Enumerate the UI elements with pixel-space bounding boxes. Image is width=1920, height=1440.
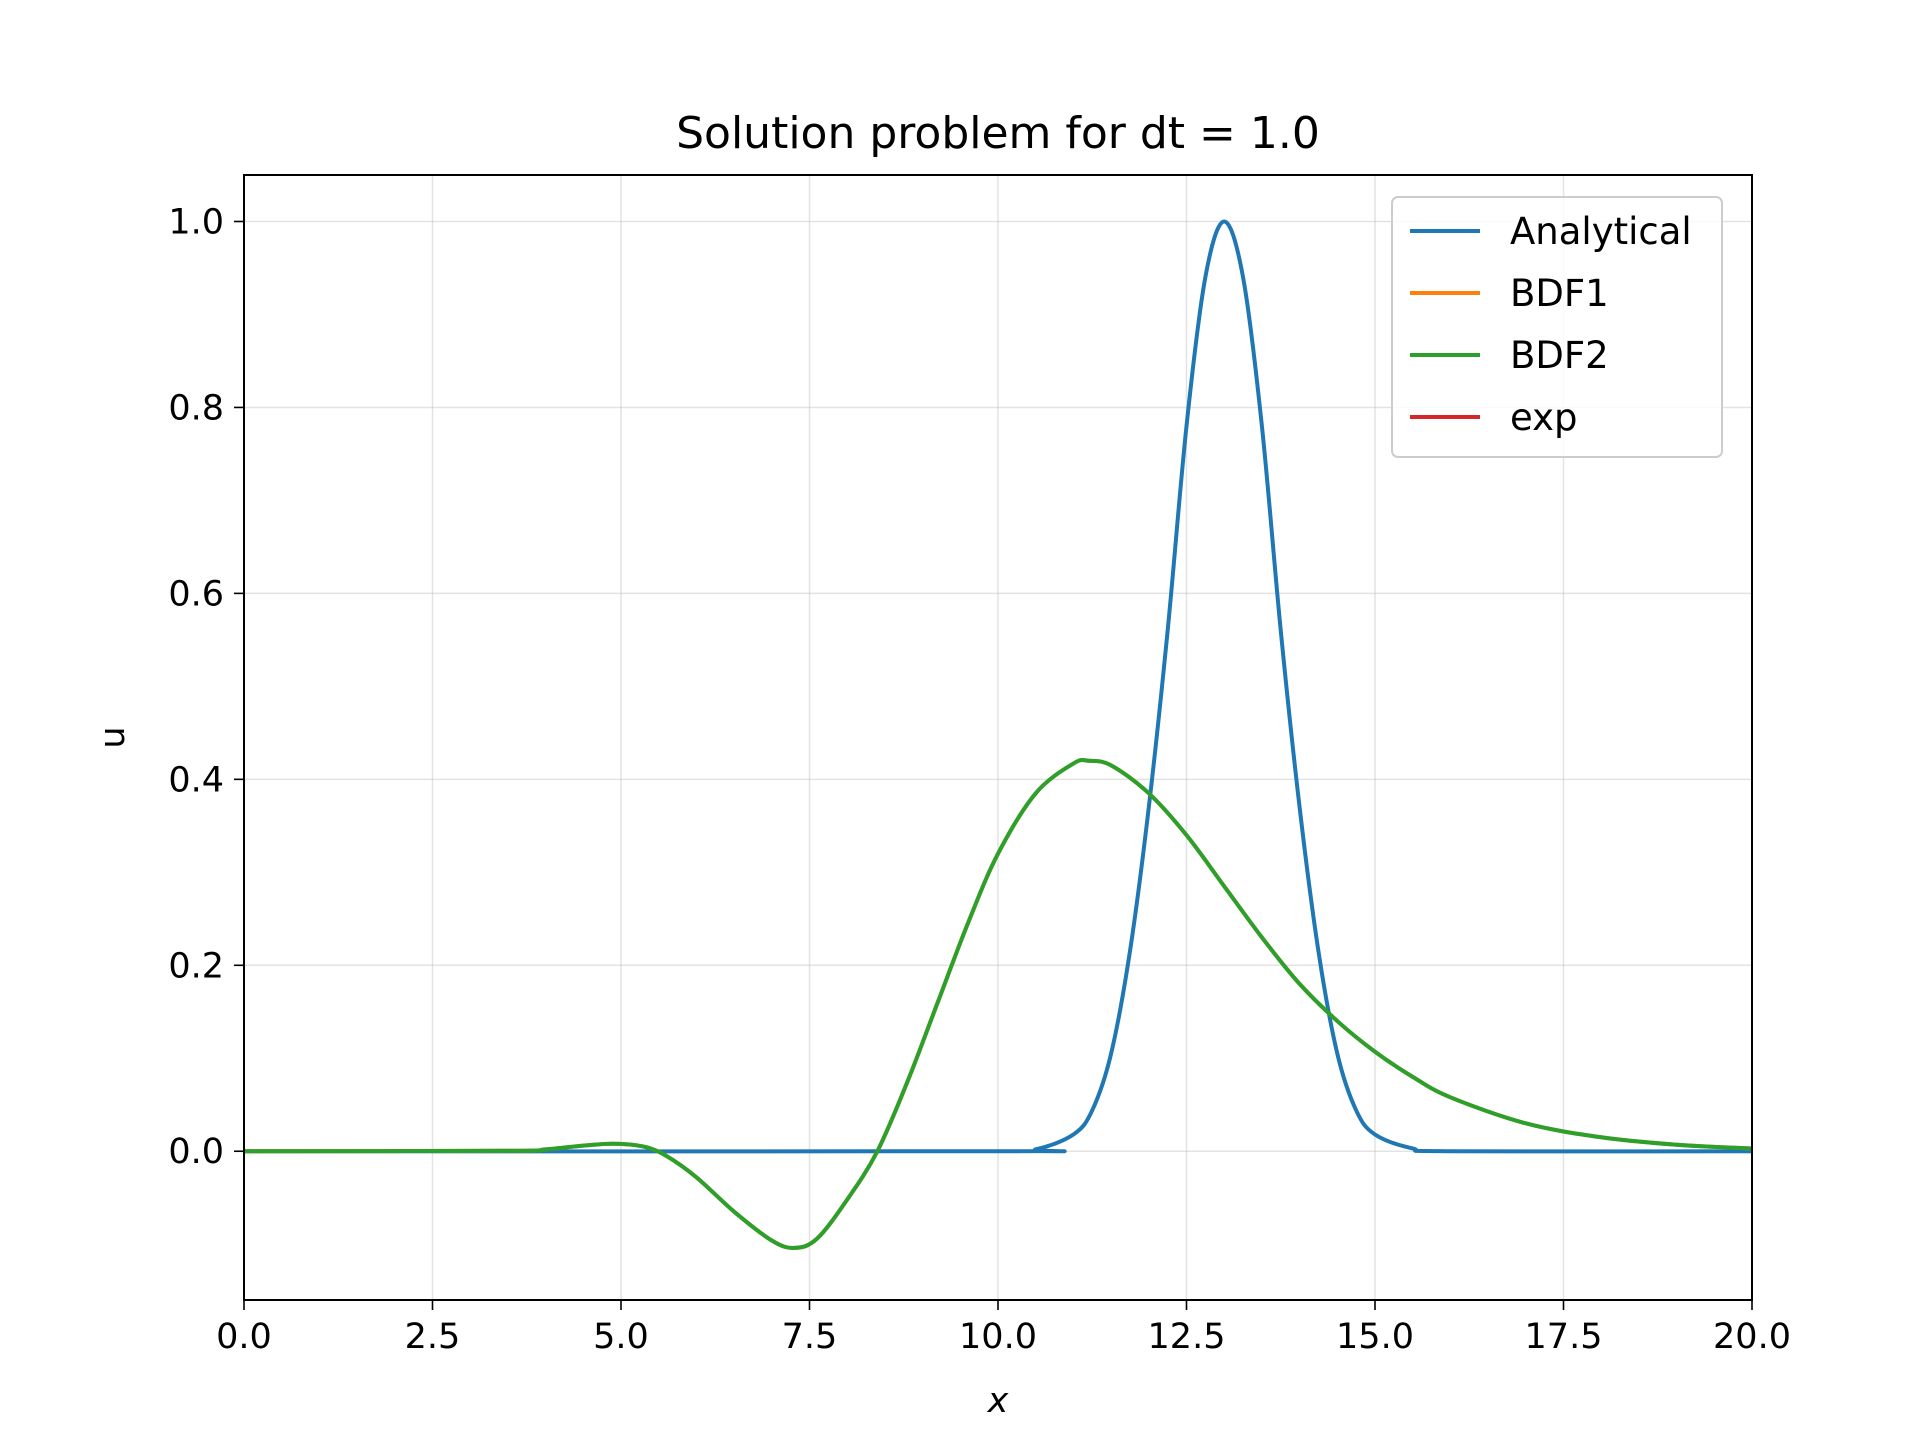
series-line-analytical [244,219,1752,1154]
x-tick-label: 7.5 [782,1317,838,1357]
y-tick-label: 0.8 [168,388,224,428]
chart-title: Solution problem for dt = 1.0 [676,108,1320,159]
legend-box [1391,196,1723,458]
y-axis-label: u [93,726,133,748]
x-tick-label: 2.5 [405,1317,461,1357]
y-tick-label: 1.0 [168,202,224,242]
x-tick-label: 20.0 [1713,1317,1791,1357]
x-tick-label: 5.0 [593,1317,649,1357]
x-tick-label: 15.0 [1336,1317,1414,1357]
x-tick-label: 12.5 [1148,1317,1226,1357]
x-tick-label: 17.5 [1525,1317,1603,1357]
series-line-bdf2 [244,757,1752,1250]
legend-label-exp: exp [1510,396,1578,439]
x-tick-label: 0.0 [216,1317,272,1357]
legend-label-bdf2: BDF2 [1510,334,1609,377]
legend: Analytical BDF1 BDF2 exp [1391,196,1723,458]
y-tick-label: 0.4 [168,760,224,800]
x-axis-label: x [987,1381,1009,1421]
series-layer [244,219,1752,1250]
legend-label-bdf1: BDF1 [1510,272,1609,315]
legend-label-analytical: Analytical [1510,210,1692,253]
y-tick-label: 0.6 [168,574,224,614]
axis-ticks: 0.0 2.5 5.0 7.5 10.0 12.5 15.0 17.5 20.0 0.0 0.2 0.… [168,202,1791,1357]
x-tick-label: 10.0 [959,1317,1037,1357]
y-tick-label: 0.0 [168,1132,224,1172]
y-tick-label: 0.2 [168,946,224,986]
